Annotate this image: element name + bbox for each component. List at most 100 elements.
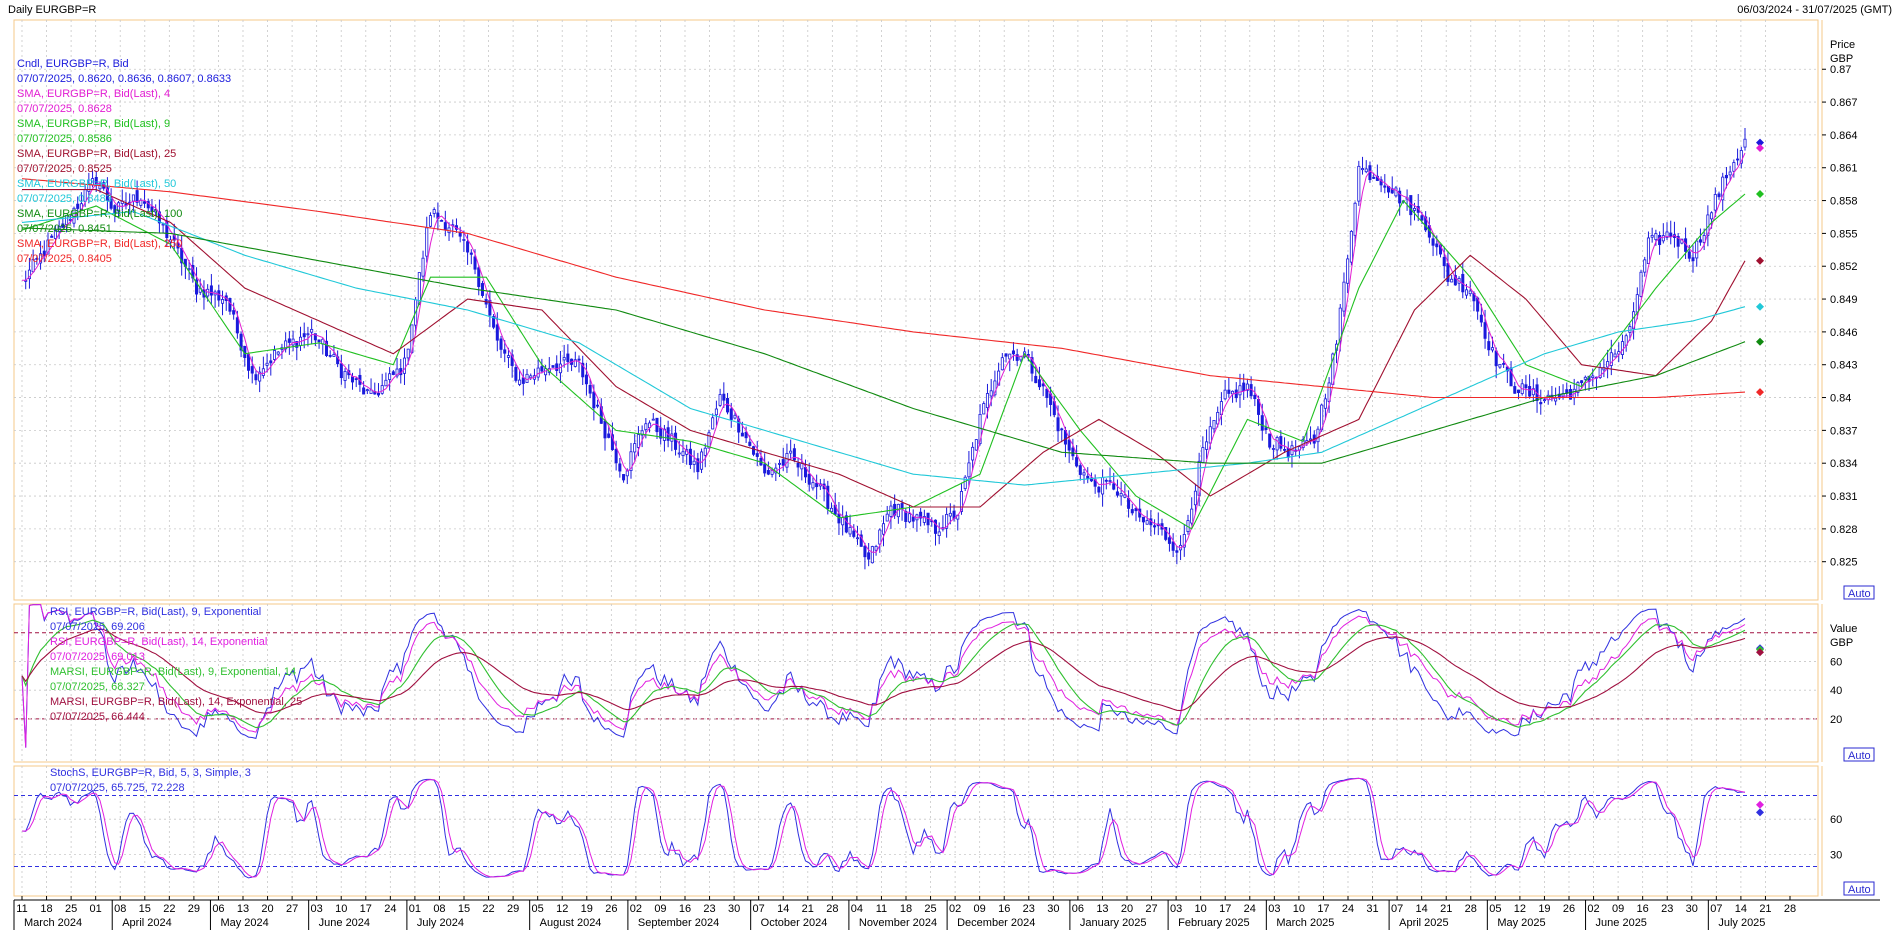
candle [525,369,529,383]
candle [1283,437,1287,454]
candle [1383,174,1387,194]
x-tick-label: 03 [1170,903,1182,915]
month-label: April 2025 [1399,917,1449,929]
month-label: August 2024 [540,917,602,929]
x-tick-label: 28 [1465,903,1477,915]
candle [584,362,588,396]
candle [221,290,225,316]
candle [651,413,655,421]
x-tick-label: 10 [1293,903,1305,915]
x-tick-label: 08 [114,903,126,915]
candle [287,331,291,355]
candle [1620,334,1624,360]
candle [276,351,280,356]
candle [1576,381,1580,397]
candle [440,219,444,222]
candle [1639,269,1643,298]
x-tick-label: 06 [212,903,224,915]
candle [685,444,689,465]
legend-series-value: 07/07/2025, 69.206 [50,621,145,633]
price-auto-button[interactable] [1843,585,1875,600]
candle [881,515,886,547]
candle [451,219,455,238]
stoch-auto-button[interactable] [1843,881,1875,896]
x-tick-label: 18 [900,903,912,915]
candle [1658,231,1662,255]
candle [254,370,258,385]
candle [703,443,707,468]
candle [469,249,473,265]
candle [1231,390,1235,403]
candle [1279,430,1283,452]
x-tick-label: 12 [1514,903,1526,915]
stoch-auto-label: Auto [1848,884,1871,896]
month-label: March 2024 [24,917,82,929]
candle [837,502,841,535]
candle [1431,232,1435,257]
candle [1398,187,1402,216]
candle [963,475,967,492]
candle [1123,484,1127,499]
candle [1219,392,1223,426]
candle [926,512,930,534]
rsi-auto-button[interactable] [1843,747,1875,762]
x-tick-label: 21 [1440,903,1452,915]
candle [50,234,54,238]
candle [209,274,213,305]
price-panel-frame [13,19,1819,601]
candle [1130,503,1134,516]
candle [870,545,874,564]
candle [1528,374,1532,399]
candle [425,216,429,263]
candle [915,513,919,532]
candle [1691,245,1695,273]
candle [1654,229,1658,246]
x-tick-label: 09 [1612,903,1624,915]
candle [39,241,43,270]
candle [1387,186,1391,198]
candle [1379,176,1383,193]
month-label: July 2024 [417,917,464,929]
x-tick-label: 19 [1538,903,1550,915]
candle [896,503,900,524]
candle [373,382,377,395]
stoch-k-line [21,777,1746,879]
candle [1539,389,1543,415]
date-range: 06/03/2024 - 31/07/2025 (GMT) [1737,4,1892,16]
candle [492,313,496,330]
candle [1609,339,1613,376]
candle [306,326,310,347]
candle [707,429,711,449]
candle [1190,497,1194,526]
candle [298,326,303,351]
candle [1093,474,1097,494]
candle [1323,393,1327,420]
candle [1646,231,1650,264]
candle [261,356,265,379]
legend-series-name: RSI, EURGBP=R, Bid(Last), 14, Exponentia… [50,636,267,648]
marsi9-line [21,619,1746,729]
candle [555,355,559,377]
candle [1736,148,1740,166]
price-tick-label: 0.834 [1830,458,1858,470]
stoch-tick-label: 30 [1830,850,1842,862]
vertical-grid [21,20,1766,896]
candle [844,511,848,534]
price-tick-label: 0.861 [1830,163,1858,175]
x-tick-label: 02 [630,903,642,915]
candle [1149,510,1153,536]
candle [941,515,945,532]
x-tick-label: 16 [998,903,1010,915]
month-label: February 2025 [1178,917,1250,929]
candle [1390,176,1394,194]
candle [692,450,696,473]
price-tick-label: 0.825 [1830,557,1858,569]
candle [904,508,908,529]
candle [581,355,585,386]
candle [1075,445,1079,468]
candle [27,257,31,289]
candle [1141,516,1145,532]
candle [1275,435,1279,460]
x-tick-label: 23 [1661,903,1673,915]
